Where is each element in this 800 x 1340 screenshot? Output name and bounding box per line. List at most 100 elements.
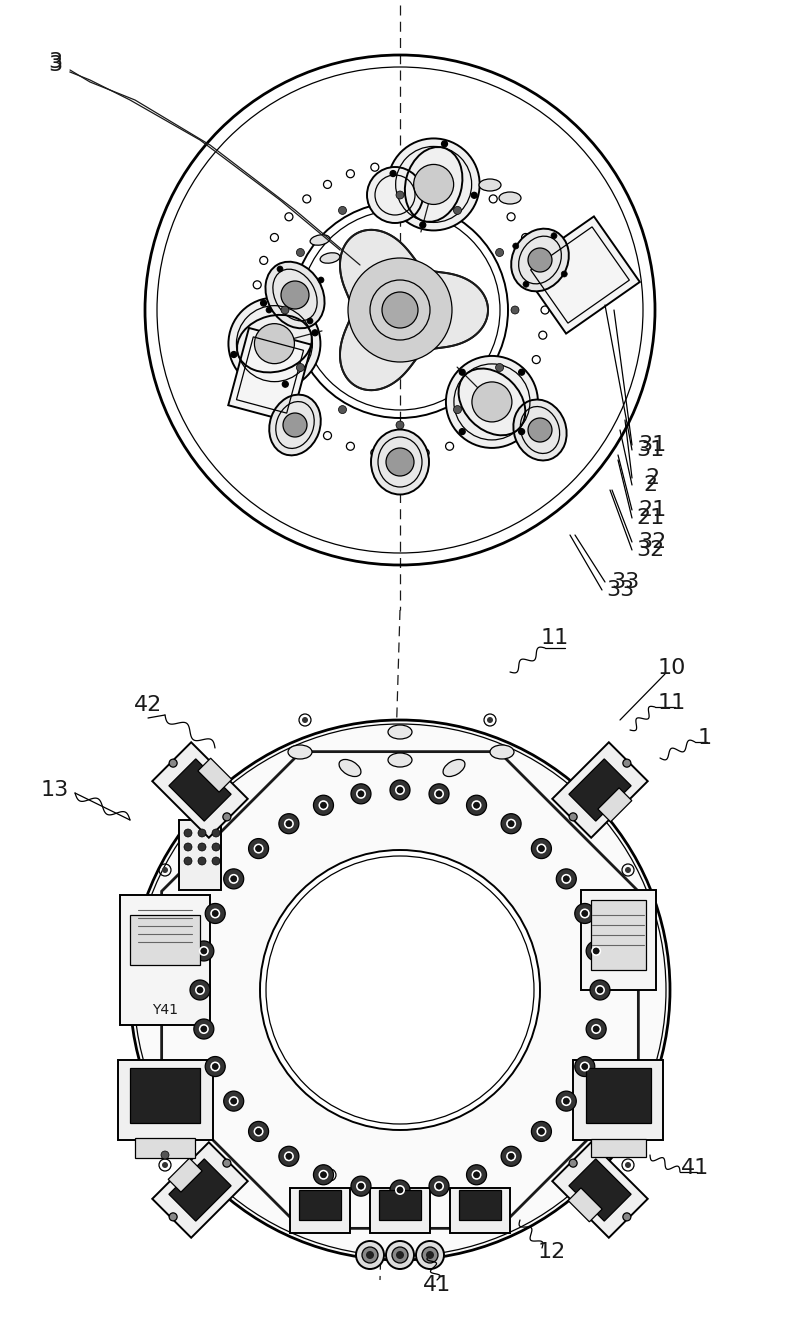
Circle shape [231,351,237,358]
Circle shape [537,844,546,854]
Circle shape [297,248,305,256]
Polygon shape [569,758,631,821]
Circle shape [223,1159,231,1167]
Text: 13: 13 [41,780,69,800]
Circle shape [426,1252,434,1260]
Circle shape [338,406,346,414]
Ellipse shape [511,229,569,291]
Circle shape [281,306,289,314]
Polygon shape [228,328,312,422]
Polygon shape [569,1159,631,1221]
Circle shape [416,1241,444,1269]
Ellipse shape [310,234,330,245]
Circle shape [511,306,519,314]
Circle shape [356,789,366,799]
Circle shape [586,941,606,961]
Circle shape [396,421,404,429]
Polygon shape [552,742,648,838]
Circle shape [199,946,209,955]
Circle shape [454,206,462,214]
Circle shape [260,850,540,1130]
Circle shape [255,846,262,852]
Polygon shape [130,915,200,965]
Circle shape [563,876,570,882]
Text: 2: 2 [643,474,657,494]
Circle shape [623,760,631,766]
Circle shape [459,429,466,434]
Circle shape [466,795,486,815]
Polygon shape [459,1190,501,1219]
Circle shape [281,281,309,310]
Circle shape [386,448,414,476]
Circle shape [312,330,318,336]
Circle shape [223,813,231,821]
Circle shape [563,1097,570,1104]
Ellipse shape [320,253,340,263]
Ellipse shape [288,745,312,758]
Circle shape [537,1127,546,1136]
Circle shape [395,785,405,795]
Circle shape [474,803,479,808]
Circle shape [321,803,326,808]
Polygon shape [573,1060,663,1140]
Circle shape [390,1181,410,1201]
Text: 31: 31 [636,440,664,460]
Text: 31: 31 [638,436,666,456]
Circle shape [169,760,177,766]
Circle shape [351,784,371,804]
Circle shape [266,307,272,314]
Circle shape [224,868,244,888]
Circle shape [472,1172,478,1178]
Circle shape [201,1026,207,1032]
Circle shape [229,874,238,884]
Circle shape [279,813,299,833]
Circle shape [212,858,220,866]
Ellipse shape [499,192,521,204]
Polygon shape [299,1190,341,1219]
Circle shape [556,1091,576,1111]
Polygon shape [590,900,646,970]
Ellipse shape [388,725,412,738]
Polygon shape [118,1060,213,1140]
Circle shape [474,1171,479,1178]
Circle shape [591,1024,601,1034]
Circle shape [307,318,313,324]
Circle shape [591,946,601,955]
Circle shape [358,791,364,797]
Polygon shape [520,217,640,334]
Text: 11: 11 [541,628,569,649]
Circle shape [284,819,294,828]
Polygon shape [120,895,210,1025]
Circle shape [254,324,294,363]
Polygon shape [590,1139,646,1156]
Text: 41: 41 [681,1158,709,1178]
Circle shape [321,1171,326,1178]
Circle shape [284,1151,294,1162]
Circle shape [198,858,206,866]
Circle shape [397,787,403,793]
Circle shape [436,791,442,797]
Text: 21: 21 [638,500,666,520]
Circle shape [508,820,514,827]
Polygon shape [152,742,248,838]
Polygon shape [568,1187,602,1222]
Circle shape [212,829,220,838]
Ellipse shape [339,760,361,776]
Circle shape [195,985,205,996]
Circle shape [210,909,220,918]
Circle shape [538,1128,545,1135]
Circle shape [531,1122,551,1142]
Circle shape [582,910,588,917]
Circle shape [201,947,207,954]
Circle shape [230,876,237,882]
Circle shape [254,844,263,854]
Circle shape [390,170,396,177]
Circle shape [198,843,206,851]
Text: 32: 32 [636,540,664,560]
Circle shape [508,1154,514,1159]
Text: 1: 1 [698,728,712,748]
Circle shape [229,1096,238,1106]
Circle shape [161,1151,169,1159]
Circle shape [351,1177,371,1197]
Circle shape [206,903,226,923]
